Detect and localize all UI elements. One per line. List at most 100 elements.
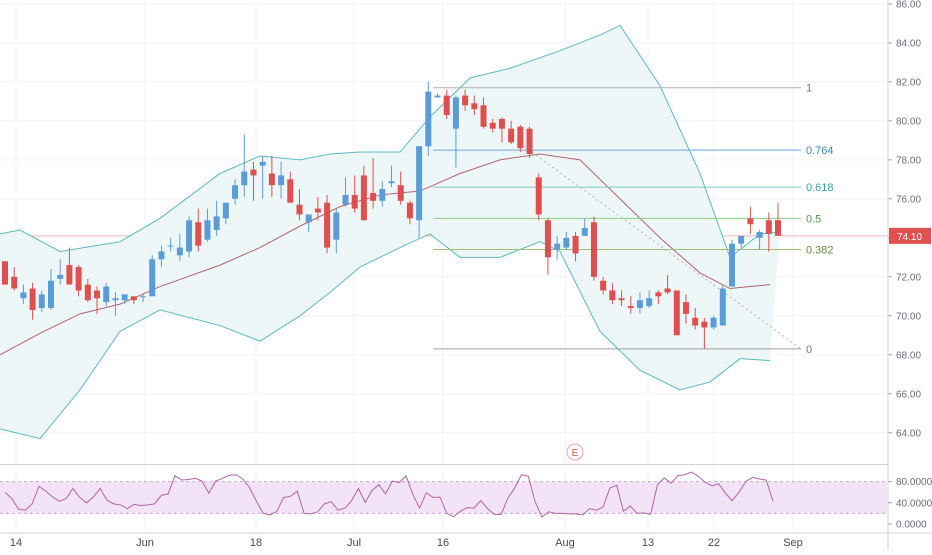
bollinger-fill: [0, 25, 780, 439]
candle-body: [508, 128, 515, 143]
date-tick-label: 13: [642, 537, 654, 549]
candle-body: [471, 103, 478, 110]
candle-body: [342, 194, 349, 205]
candle-body: [590, 222, 597, 277]
candle-body: [765, 220, 772, 234]
candle-body: [370, 192, 377, 201]
candle-body: [360, 175, 367, 221]
candle-body: [268, 173, 275, 186]
candle-body: [498, 118, 505, 129]
date-tick-label: 14: [10, 537, 22, 549]
candle-body: [296, 204, 303, 215]
candle-body: [314, 208, 321, 213]
candle-body: [232, 185, 239, 199]
candle-body: [738, 235, 745, 244]
candle-body: [710, 317, 717, 328]
rsi-band-fill: [0, 481, 888, 514]
fib-trend-line: [523, 145, 802, 350]
candle-body: [20, 292, 27, 299]
candle-body: [406, 202, 413, 219]
price-tick-label: 64.00: [896, 428, 921, 439]
candle-body: [425, 91, 432, 147]
candle-body: [600, 280, 607, 291]
fib-level-label: 0.5: [806, 213, 821, 225]
candle-body: [581, 228, 588, 236]
candle-body: [701, 321, 708, 328]
candle-body: [29, 288, 36, 310]
candle-body: [692, 317, 699, 326]
fib-level-label: 1: [806, 83, 812, 95]
candle-body: [241, 171, 248, 186]
bollinger-upper-line: [0, 24, 781, 259]
price-tick-label: 80.00: [896, 116, 921, 127]
candle-body: [186, 220, 193, 252]
candle-series: [2, 81, 781, 349]
candle-body: [554, 243, 561, 250]
date-tick-label: 22: [708, 537, 720, 549]
candle-body: [213, 216, 220, 231]
last-price-label: 74.10: [897, 232, 922, 243]
candle-body: [11, 276, 18, 289]
overlay: 74.10 E: [566, 227, 931, 461]
candle-body: [756, 231, 763, 238]
rsi-line: [4, 471, 774, 518]
date-tick-label: Aug: [555, 537, 575, 549]
candle-body: [140, 296, 147, 298]
candle-body: [112, 298, 119, 301]
candle-body: [57, 274, 64, 279]
candle-body: [324, 202, 331, 248]
candle-body: [176, 247, 183, 256]
candle-body: [250, 169, 257, 176]
date-tick-label: Jul: [347, 537, 361, 549]
earnings-event-label: E: [572, 448, 579, 459]
bollinger-lower-line: [0, 233, 771, 440]
candle-body: [646, 298, 653, 307]
candle-body: [636, 300, 643, 308]
candle-body: [747, 218, 754, 225]
candle-body: [66, 265, 73, 285]
candle-body: [259, 161, 266, 166]
candle-body: [121, 294, 128, 301]
candle-body: [195, 222, 202, 246]
price-tick-label: 66.00: [896, 389, 921, 400]
candle-body: [48, 280, 55, 308]
rsi-tick-label: 80.0000: [896, 477, 932, 488]
candle-body: [222, 202, 229, 219]
candle-body: [130, 296, 137, 301]
candle-body: [75, 267, 82, 291]
price-tick-label: 78.00: [896, 155, 921, 166]
candle-body: [38, 294, 45, 308]
rsi-tick-label: 0.0000: [896, 520, 927, 531]
candle-body: [167, 245, 174, 247]
candle-body: [517, 126, 524, 149]
candle-body: [103, 286, 110, 303]
candle-body: [489, 122, 496, 129]
fib-level-label: 0.618: [806, 182, 834, 194]
candle-body: [351, 194, 358, 209]
candle-body: [544, 220, 551, 258]
candle-body: [618, 298, 625, 301]
candle-body: [535, 177, 542, 215]
candle-body: [673, 290, 680, 336]
date-tick-label: 18: [250, 537, 262, 549]
candle-body: [719, 288, 726, 326]
candle-body: [388, 181, 395, 184]
candle-body: [452, 97, 459, 129]
candle-body: [563, 237, 570, 248]
candle-body: [664, 288, 671, 293]
fibonacci-levels: 1 0.764 0.618 0.5 0.382 0: [433, 83, 834, 356]
candle-body: [480, 105, 487, 127]
candle-body: [655, 292, 662, 297]
candle-body: [278, 175, 285, 186]
candle-body: [416, 146, 423, 221]
date-tick-label: Jun: [136, 537, 154, 549]
price-tick-label: 70.00: [896, 311, 921, 322]
candle-body: [84, 284, 91, 301]
candle-body: [94, 290, 101, 299]
candle-body: [379, 189, 386, 201]
candle-body: [204, 220, 211, 240]
candle-body: [443, 95, 450, 116]
rsi-tick-label: 40.0000: [896, 498, 932, 509]
